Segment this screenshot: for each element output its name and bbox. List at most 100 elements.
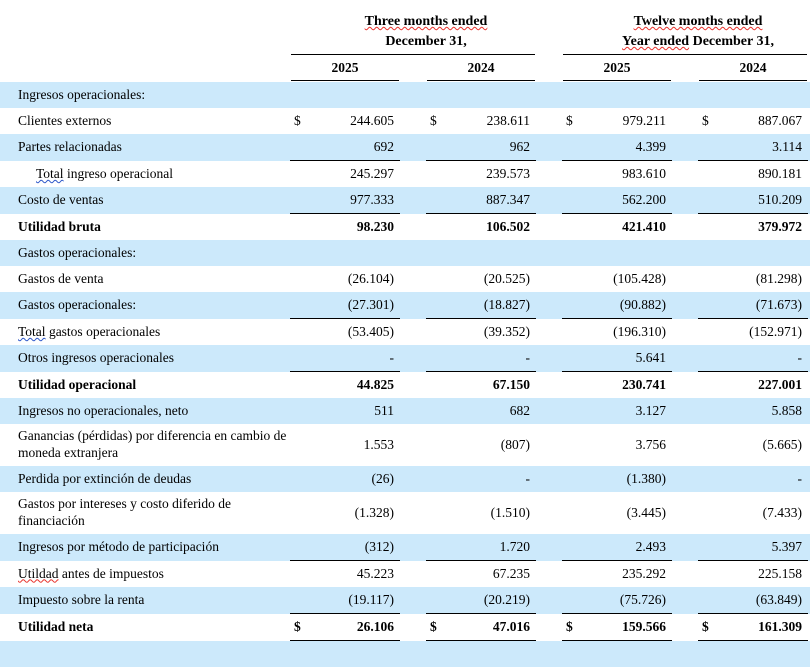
column-gap <box>672 187 698 213</box>
table-row: Utilidad bruta 98.230 106.502 421.410 379.97… <box>0 214 810 240</box>
column-gap <box>536 187 562 213</box>
value-cell: 44.825 <box>356 377 394 392</box>
header-empty-corner-3 <box>0 56 290 79</box>
value-cell: 562.200 <box>588 187 672 213</box>
year-rule-col-1 <box>290 79 400 82</box>
value-cell: 238.611 <box>486 113 530 128</box>
row-underline <box>0 213 810 214</box>
column-gap <box>808 533 810 560</box>
table-row: Gastos operacionales: (27.301) (18.827) (90… <box>0 292 810 318</box>
currency-symbol-cell <box>562 187 588 213</box>
currency-symbol-cell <box>698 292 724 318</box>
column-gap <box>672 134 698 160</box>
row-label: Utilidad bruta <box>18 219 101 234</box>
table-row: Ganancias (pérdidas) por diferencia en c… <box>0 424 810 466</box>
value-cell <box>588 82 672 108</box>
value-cell: (20.219) <box>452 586 536 613</box>
row-label: Ingresos no operacionales, neto <box>0 398 290 424</box>
column-gap <box>400 214 426 240</box>
value-cell: (3.445) <box>626 504 666 520</box>
underline-gap <box>808 612 810 614</box>
currency-symbol-cell <box>290 372 316 398</box>
underline-gap <box>808 318 810 319</box>
value-cell: 2.493 <box>588 533 672 560</box>
table-row: Utilidad neta $26.106 $47.016 $159.566 $161.… <box>0 614 810 640</box>
value-cell <box>452 82 536 108</box>
underline-segment <box>426 612 536 614</box>
table-row: Ingresos operacionales: <box>0 82 810 108</box>
currency-symbol-cell <box>290 465 316 492</box>
value-cell <box>724 240 808 266</box>
value-cell: (152.971) <box>749 324 802 339</box>
row-label: Impuesto sobre la renta <box>0 586 290 613</box>
currency-symbol-cell: $ <box>566 113 573 128</box>
currency-symbol-cell <box>698 465 724 492</box>
column-gap <box>672 292 698 318</box>
currency-symbol-cell <box>290 292 316 318</box>
row-label: Perdida por extinción de deudas <box>0 465 290 492</box>
table-row: Gastos operacionales: <box>0 240 810 266</box>
row-label: Costo de ventas <box>0 187 290 213</box>
value-cell: - <box>724 465 808 492</box>
currency-symbol-cell <box>698 134 724 160</box>
value-cell: 106.502 <box>486 219 530 234</box>
currency-symbol-cell: $ <box>294 113 301 128</box>
currency-symbol-cell <box>290 161 316 187</box>
value-cell: - <box>452 465 536 492</box>
column-gap <box>400 292 426 318</box>
currency-symbol-cell: $ <box>702 618 709 634</box>
currency-symbol-cell <box>562 134 588 160</box>
underline-segment <box>290 160 400 161</box>
column-gap <box>672 398 698 424</box>
underline-label-spacer <box>0 213 290 214</box>
currency-symbol-cell <box>698 398 724 424</box>
header-year-col-2: 2024 <box>467 60 495 75</box>
underline-gap <box>672 160 698 161</box>
currency-symbol-cell <box>426 134 452 160</box>
value-cell: (81.298) <box>755 271 802 286</box>
value-cell: (105.428) <box>613 271 666 286</box>
table-body: Ingresos operacionales: Clientes externos… <box>0 82 810 667</box>
currency-symbol-cell <box>426 533 452 560</box>
currency-symbol-cell <box>290 561 316 587</box>
column-gap <box>536 586 562 613</box>
column-gap <box>672 424 698 466</box>
column-gap <box>400 424 426 466</box>
currency-symbol-cell <box>290 398 316 424</box>
header-years-row: 2025 2024 2025 2024 <box>0 56 810 79</box>
underline-gap <box>808 213 810 214</box>
column-gap <box>400 108 426 134</box>
value-cell: 1.553 <box>363 436 394 452</box>
value-cell: 3.756 <box>635 436 666 452</box>
currency-symbol-cell <box>426 319 452 345</box>
column-gap <box>808 398 810 424</box>
column-gap <box>400 533 426 560</box>
table-row: Clientes externos $244.605 $238.611 $979.21… <box>0 108 810 134</box>
row-label: Gastos de venta <box>18 271 104 286</box>
value-cell: (27.301) <box>316 292 400 318</box>
column-gap <box>400 319 426 345</box>
header-top-spacer <box>0 0 810 14</box>
trailing-band-cell <box>0 640 810 667</box>
underline-gap <box>400 160 426 161</box>
underline-segment <box>426 639 536 641</box>
value-cell: 510.209 <box>724 187 808 213</box>
value-cell: (5.665) <box>762 436 802 452</box>
value-cell: 979.211 <box>622 113 666 128</box>
currency-symbol-cell <box>562 561 588 587</box>
year-rule-col-4 <box>698 79 808 82</box>
currency-symbol-cell: $ <box>430 618 437 634</box>
currency-symbol-cell <box>698 82 724 108</box>
currency-symbol-cell <box>290 214 316 240</box>
currency-symbol-cell <box>562 424 588 466</box>
year-rule-col-2 <box>426 79 536 82</box>
year-rule-col-3 <box>562 79 672 82</box>
underline-gap <box>672 318 698 319</box>
year-gap-2 <box>536 56 562 79</box>
table-row: Gastos por intereses y costo diferido de… <box>0 492 810 534</box>
underline-gap <box>400 371 426 372</box>
underline-gap <box>672 559 698 561</box>
underline-segment <box>698 559 808 561</box>
value-cell: 3.127 <box>588 398 672 424</box>
table-row: Total gastos operacionales (53.405) (39.35… <box>0 319 810 345</box>
